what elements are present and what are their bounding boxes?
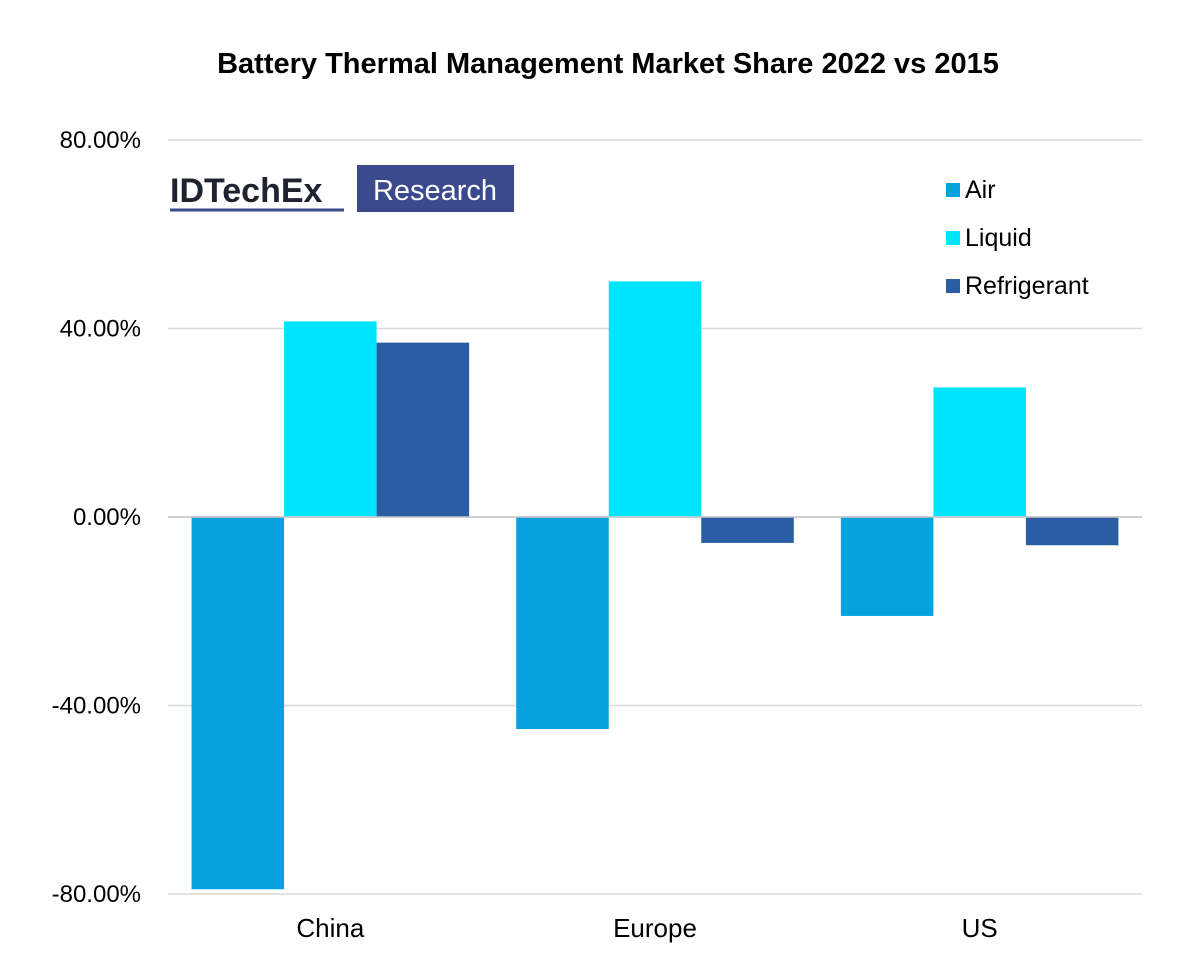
legend-label-refrigerant: Refrigerant xyxy=(965,272,1089,300)
logo-tag-background xyxy=(357,165,514,212)
y-tick-label: 0.00% xyxy=(73,504,141,531)
legend-swatch-liquid xyxy=(946,231,960,245)
bar-liquid-us xyxy=(933,387,1026,517)
x-category-label: US xyxy=(962,913,998,943)
y-axis-tick-labels: 80.00% 40.00% 0.00% -40.00% -80.00% xyxy=(52,127,141,908)
bar-refrigerant-us xyxy=(1025,517,1119,546)
bar-air-us xyxy=(840,517,934,616)
legend-label-air: Air xyxy=(965,176,996,204)
y-tick-label: 40.00% xyxy=(60,316,141,343)
bars xyxy=(191,281,1119,890)
x-category-label: Europe xyxy=(613,913,697,943)
x-axis-category-labels: China Europe US xyxy=(296,913,997,943)
legend-swatch-air xyxy=(946,183,960,197)
legend-label-liquid: Liquid xyxy=(965,224,1032,252)
legend: Air Liquid Refrigerant xyxy=(946,176,1089,300)
logo: IDTechEx Research xyxy=(170,165,514,212)
bar-air-europe xyxy=(516,517,609,730)
bar-air-china xyxy=(191,517,285,890)
x-category-label: China xyxy=(296,913,364,943)
bar-refrigerant-europe xyxy=(701,517,794,543)
logo-brand: IDTechEx xyxy=(170,172,323,210)
y-tick-label: -80.00% xyxy=(52,881,141,908)
bar-refrigerant-china xyxy=(376,342,470,517)
legend-swatch-refrigerant xyxy=(946,279,960,293)
bar-liquid-china xyxy=(284,321,377,517)
y-tick-label: -40.00% xyxy=(52,693,141,720)
logo-tag: Research xyxy=(373,175,497,207)
y-tick-label: 80.00% xyxy=(60,127,141,154)
bar-liquid-europe xyxy=(608,281,702,517)
chart-title: Battery Thermal Management Market Share … xyxy=(217,48,999,80)
